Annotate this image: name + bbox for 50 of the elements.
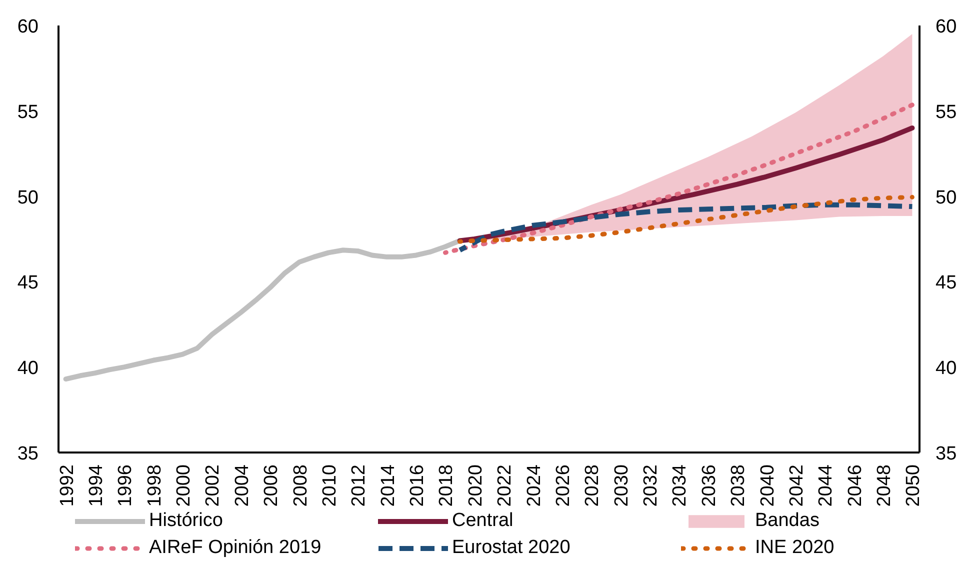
- legend-label: Bandas: [755, 510, 820, 532]
- x-tick-label: 2032: [640, 464, 662, 507]
- x-tick-label: 2010: [319, 464, 340, 507]
- x-tick-label: 2040: [757, 464, 778, 507]
- legend-label: Eurostat 2020: [452, 537, 572, 559]
- y-tick-label: 40: [17, 358, 39, 380]
- x-tick-label: 2046: [844, 464, 866, 507]
- legend-label: Histórico: [149, 510, 224, 532]
- legend-label: Central: [452, 510, 514, 532]
- y2-tick-label: 40: [936, 358, 957, 380]
- x-tick-label: 1996: [115, 464, 136, 507]
- x-tick-label: 2050: [903, 464, 924, 507]
- y2-tick-label: 55: [936, 102, 957, 123]
- legend-label: AIReF Opinión 2019: [149, 537, 322, 559]
- x-tick-label: 2012: [348, 464, 370, 507]
- x-tick-label: 2038: [728, 464, 750, 507]
- x-tick-label: 2026: [552, 464, 574, 507]
- line-series: [458, 194, 914, 244]
- x-tick-label: 2034: [670, 464, 691, 507]
- y-tick-label: 35: [17, 444, 39, 464]
- y-tick-label: 45: [17, 272, 39, 294]
- x-tick-label: 2044: [816, 464, 837, 507]
- x-tick-label: 2030: [611, 464, 632, 507]
- x-tick-label: 2004: [232, 464, 253, 507]
- x-tick-label: 2018: [436, 464, 458, 507]
- x-tick-label: 2002: [202, 464, 224, 507]
- y2-tick-label: 45: [936, 272, 957, 294]
- line-series: [442, 102, 914, 255]
- x-tick-label: 2016: [407, 464, 428, 507]
- y2-tick-label: 60: [936, 16, 957, 38]
- x-tick-label: 2042: [786, 464, 808, 507]
- x-tick-label: 1992: [56, 464, 78, 507]
- legend-label: INE 2020: [755, 537, 836, 559]
- x-tick-label: 2022: [494, 464, 516, 507]
- x-tick-label: 2014: [378, 464, 399, 507]
- x-tick-label: 2006: [261, 464, 282, 507]
- x-tick-label: 2028: [582, 464, 604, 507]
- x-tick-label: 2024: [524, 464, 545, 507]
- y2-tick-label: 35: [936, 444, 957, 464]
- y-tick-label: 55: [17, 102, 39, 123]
- y2-tick-label: 50: [936, 187, 957, 208]
- x-tick-label: 2036: [698, 464, 720, 507]
- x-tick-label: 2008: [290, 464, 312, 507]
- x-tick-label: 2048: [874, 464, 896, 507]
- x-tick-label: 1994: [86, 464, 107, 507]
- x-tick-label: 2020: [465, 464, 486, 507]
- x-tick-label: 2000: [174, 464, 195, 507]
- y-tick-label: 50: [17, 187, 39, 208]
- x-tick-label: 1998: [144, 464, 166, 507]
- y-tick-label: 60: [17, 16, 39, 38]
